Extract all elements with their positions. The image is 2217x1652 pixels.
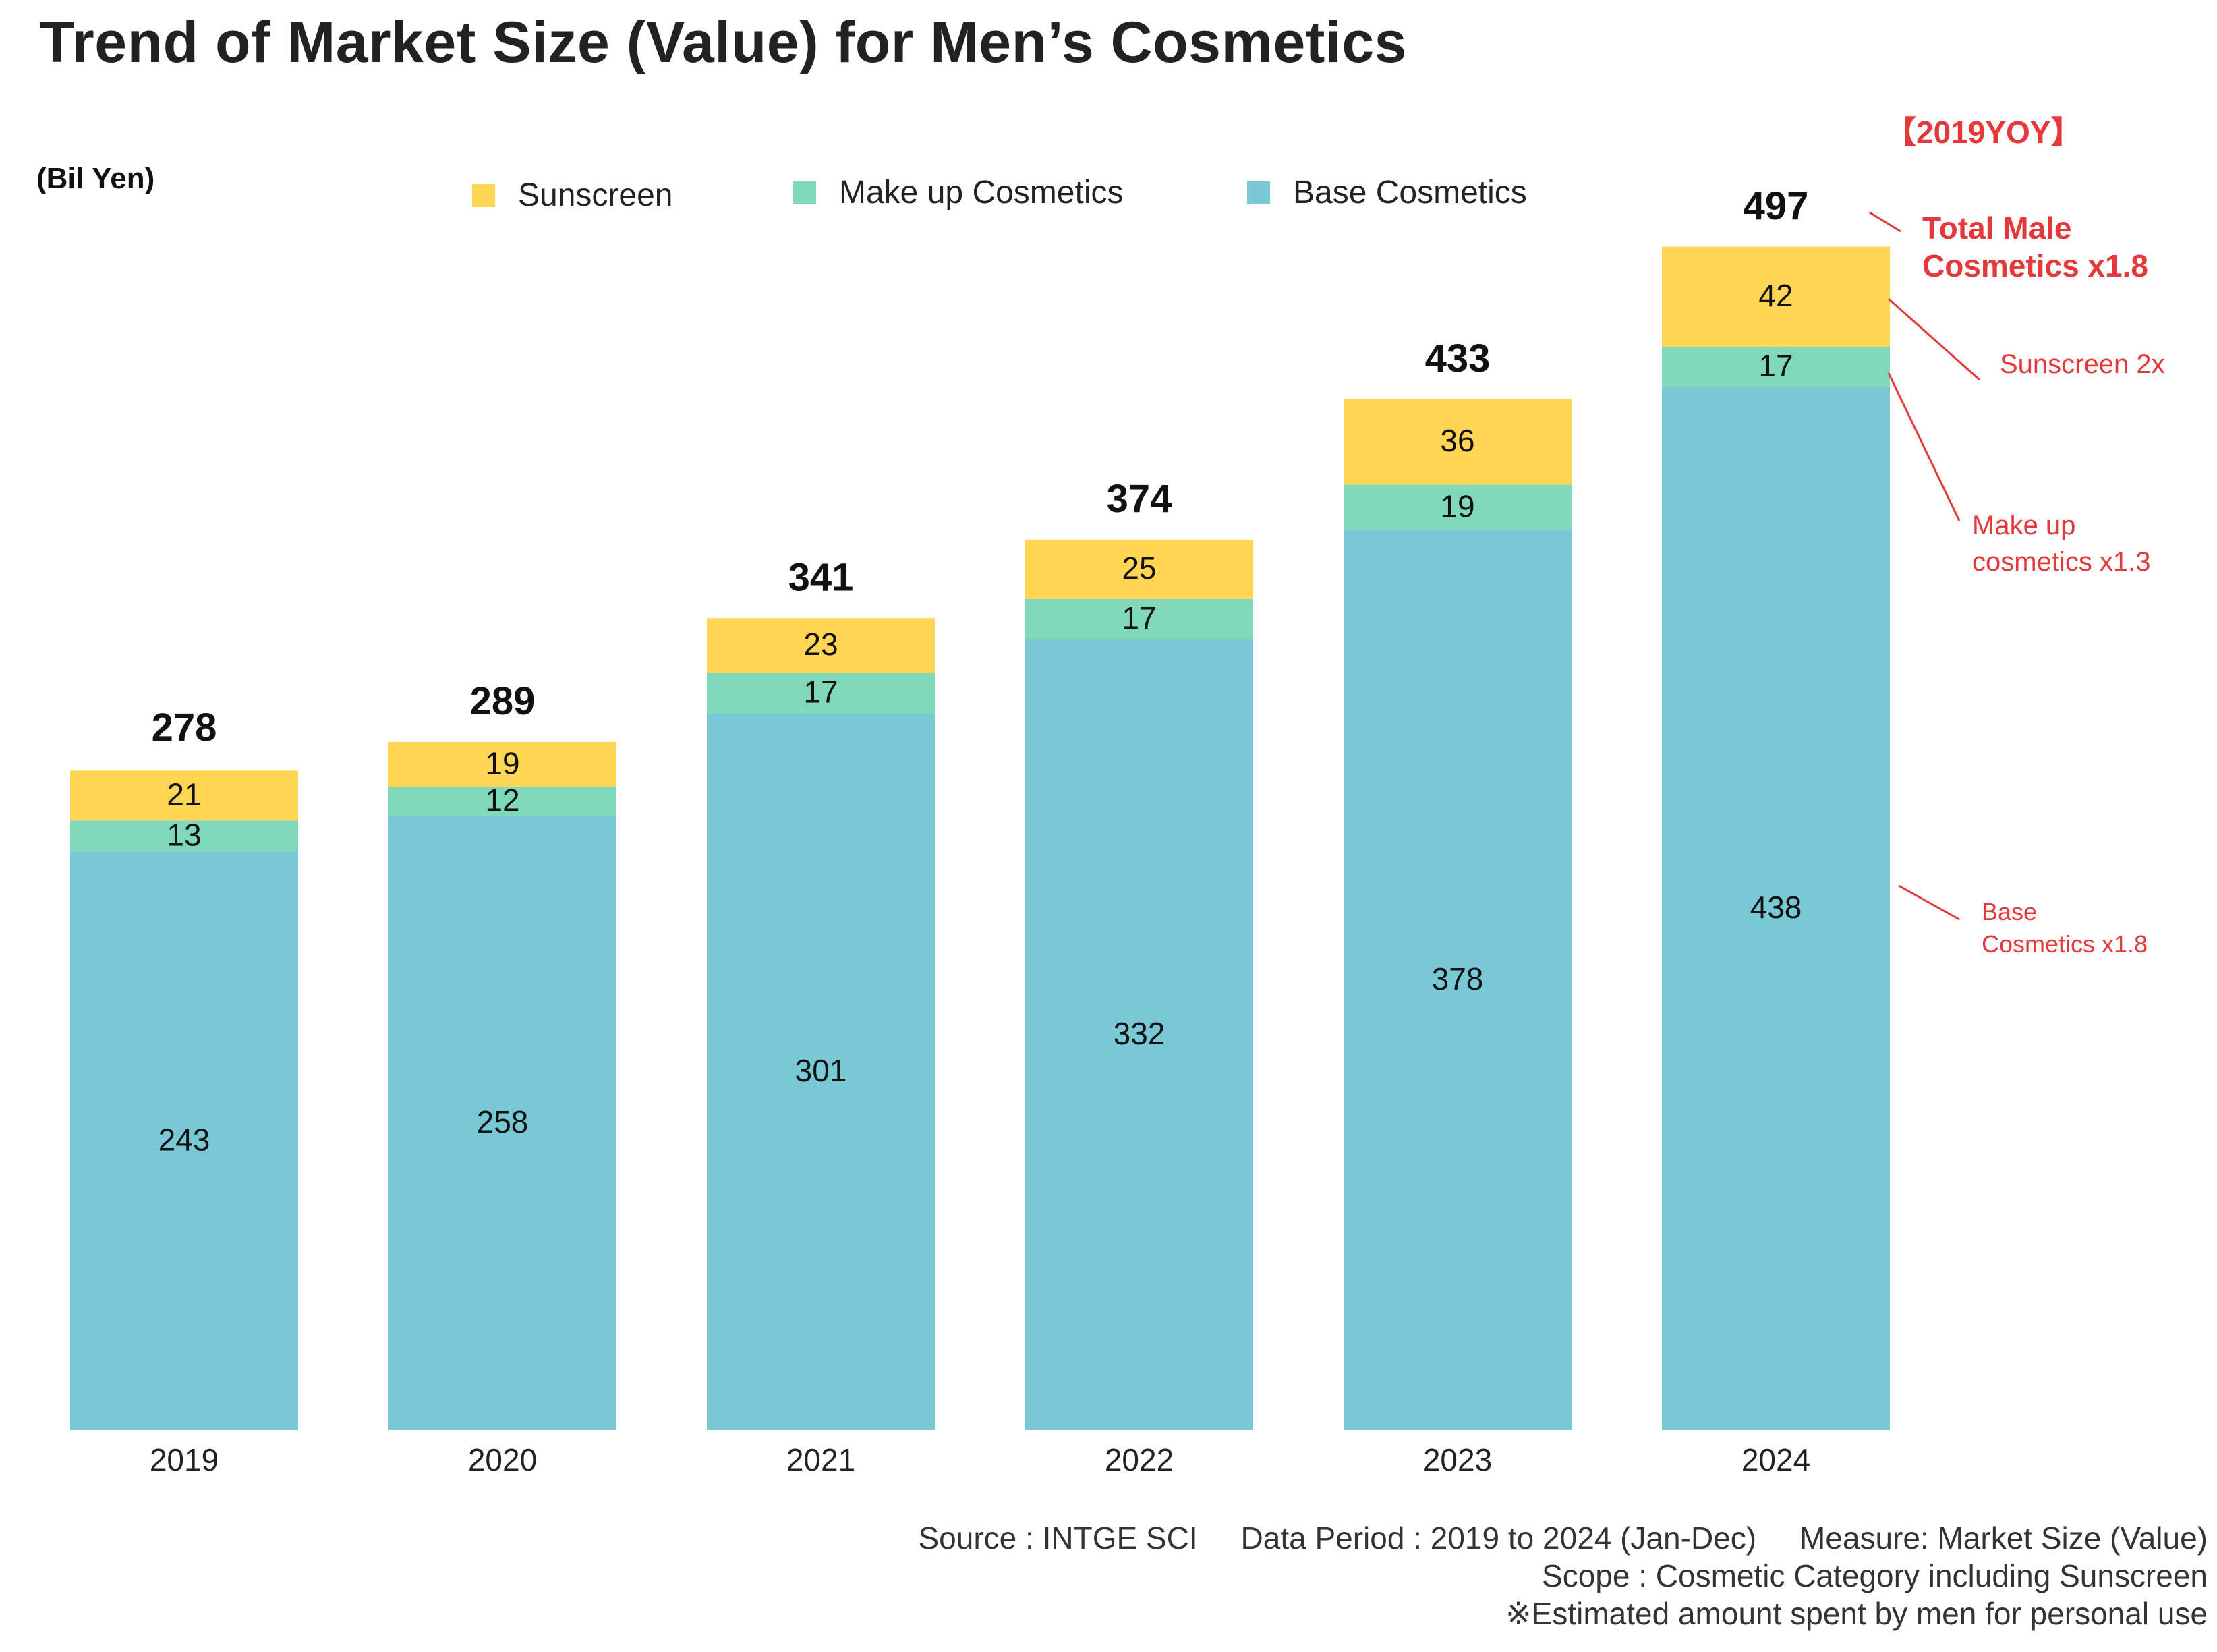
bar-sunscreen-2019: [70, 770, 298, 821]
source-line-1: Source : INTGE SCI Data Period : 2019 to…: [918, 1520, 2208, 1556]
data-label-sunscreen-2024: 42: [1758, 278, 1793, 313]
bar-base-2021: [707, 713, 935, 1430]
source-note: Source : INTGE SCI Data Period : 2019 to…: [919, 1519, 2208, 1632]
bar-makeup-2021: [707, 673, 935, 714]
total-label-2019: 278: [152, 706, 217, 749]
data-label-base-2021: 301: [795, 1053, 847, 1088]
annotation-line-sunscreen: [1888, 297, 1980, 381]
data-label-sunscreen-2019: 21: [167, 776, 201, 811]
chart-title: Trend of Market Size (Value) for Men’s C…: [39, 10, 1407, 75]
legend-label-sunscreen: Sunscreen: [518, 177, 673, 213]
legend-swatch-sunscreen: [472, 183, 495, 207]
data-label-makeup-2022: 17: [1122, 600, 1156, 635]
bar-base-2019: [70, 851, 298, 1430]
annotation-line-makeup: [1887, 372, 1961, 521]
total-label-2024: 497: [1744, 184, 1809, 228]
bar-base-2022: [1025, 639, 1253, 1430]
data-label-sunscreen-2021: 23: [803, 627, 838, 662]
annotation-sunscreen: Sunscreen 2x: [2000, 349, 2165, 379]
annotation-line-base: [1898, 884, 1960, 921]
x-tick-label-2019: 2019: [150, 1442, 219, 1477]
bar-base-2020: [388, 816, 616, 1430]
bar-sunscreen-2023: [1344, 399, 1572, 485]
bar-makeup-2019: [70, 820, 298, 852]
data-label-makeup-2024: 17: [1758, 348, 1793, 383]
data-label-base-2022: 332: [1114, 1016, 1165, 1051]
total-label-2020: 289: [470, 679, 536, 723]
legend-label-base: Base Cosmetics: [1293, 175, 1527, 210]
data-label-makeup-2021: 17: [803, 675, 838, 710]
data-label-sunscreen-2020: 19: [485, 746, 519, 781]
legend-item-makeup: Make up Cosmetics: [793, 174, 1123, 211]
bar-makeup-2020: [388, 787, 616, 816]
annotation-base: Base Cosmetics x1.8: [1982, 898, 2148, 958]
data-label-base-2020: 258: [477, 1104, 529, 1139]
data-label-sunscreen-2023: 36: [1440, 423, 1474, 458]
bar-makeup-2023: [1344, 484, 1572, 530]
data-label-base-2019: 243: [159, 1122, 210, 1157]
x-tick-label-2023: 2023: [1423, 1442, 1492, 1477]
data-label-base-2024: 438: [1750, 890, 1802, 925]
legend-item-sunscreen: Sunscreen: [472, 177, 672, 214]
source-line-3: ※Estimated amount spent by men for perso…: [1505, 1596, 2208, 1631]
annotation-makeup: Make up cosmetics x1.3: [1972, 511, 2151, 577]
legend-swatch-makeup: [793, 181, 816, 204]
x-tick-label-2024: 2024: [1741, 1442, 1810, 1477]
bar-sunscreen-2024: [1662, 246, 1890, 347]
source-line-2: Scope : Cosmetic Category including Suns…: [1542, 1558, 2208, 1593]
yoy-header: 【2019YOY】: [1885, 115, 2082, 150]
unit-label: (Bil Yen): [36, 162, 155, 195]
data-label-makeup-2019: 13: [167, 817, 201, 852]
bar-makeup-2024: [1662, 346, 1890, 387]
bar-sunscreen-2020: [388, 741, 616, 787]
legend-label-makeup: Make up Cosmetics: [839, 175, 1124, 210]
legend-item-base: Base Cosmetics: [1247, 174, 1527, 211]
total-label-2021: 341: [788, 556, 854, 600]
data-label-sunscreen-2022: 25: [1122, 550, 1156, 586]
x-tick-label-2020: 2020: [468, 1442, 537, 1477]
data-label-makeup-2020: 12: [485, 782, 519, 818]
data-label-base-2023: 378: [1432, 961, 1484, 996]
bar-base-2024: [1662, 387, 1890, 1430]
annotation-line-total: [1869, 211, 1901, 233]
bar-makeup-2022: [1025, 599, 1253, 640]
legend-swatch-base: [1247, 181, 1270, 204]
x-tick-label-2022: 2022: [1105, 1442, 1174, 1477]
bar-sunscreen-2022: [1025, 539, 1253, 600]
x-tick-label-2021: 2021: [786, 1442, 855, 1477]
total-label-2022: 374: [1107, 477, 1172, 521]
bar-sunscreen-2021: [707, 618, 935, 673]
annotation-total: Total Male Cosmetics x1.8: [1922, 210, 2148, 283]
bar-base-2023: [1344, 530, 1572, 1431]
data-label-makeup-2023: 19: [1440, 488, 1474, 523]
total-label-2023: 433: [1425, 337, 1491, 380]
